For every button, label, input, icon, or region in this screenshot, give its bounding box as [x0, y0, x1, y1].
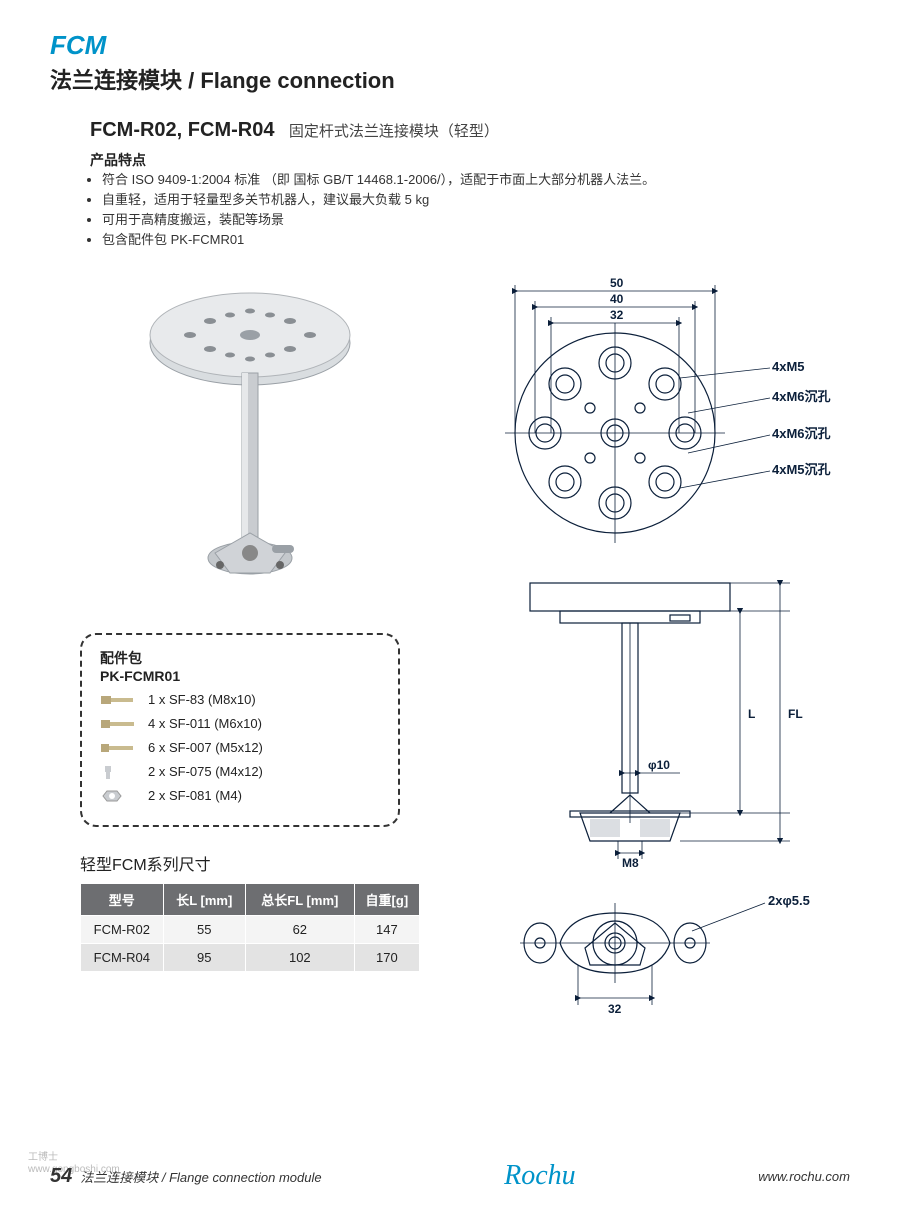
- svg-text:4xM6沉孔: 4xM6沉孔: [772, 426, 831, 441]
- product-render: [50, 263, 450, 623]
- svg-text:50: 50: [610, 276, 624, 290]
- accessory-item: 2 x SF-081 (M4): [100, 787, 380, 805]
- accessories-title: 配件包: [100, 649, 380, 667]
- brand-logo: Rochu: [504, 1160, 576, 1192]
- table-row: FCM-R02 55 62 147: [81, 915, 420, 943]
- size-table-title: 轻型FCM系列尺寸: [80, 851, 450, 875]
- table-cell: 102: [245, 943, 354, 971]
- accessory-label: 1 x SF-83 (M8x10): [148, 692, 256, 707]
- table-header: 长L [mm]: [163, 883, 245, 915]
- svg-text:L: L: [748, 707, 755, 721]
- size-table: 型号 长L [mm] 总长FL [mm] 自重[g] FCM-R02 55 62…: [80, 883, 420, 972]
- bolt-icon: [100, 715, 136, 733]
- accessory-item: 4 x SF-011 (M6x10): [100, 715, 380, 733]
- product-code: FCM-R02, FCM-R04: [90, 119, 274, 141]
- svg-text:4xM5沉孔: 4xM5沉孔: [772, 462, 831, 477]
- bolt-icon: [100, 763, 136, 781]
- accessory-item: 1 x SF-83 (M8x10): [100, 691, 380, 709]
- features-list: 符合 ISO 9409-1:2004 标准 （即 国标 GB/T 14468.1…: [102, 170, 850, 251]
- side-view-diagram: L FL φ10 M8: [470, 563, 850, 883]
- accessory-label: 6 x SF-007 (M5x12): [148, 740, 263, 755]
- table-header: 总长FL [mm]: [245, 883, 354, 915]
- header-code: FCM: [50, 30, 850, 61]
- bolt-icon: [100, 691, 136, 709]
- table-cell: FCM-R02: [81, 915, 164, 943]
- svg-text:2xφ5.5: 2xφ5.5: [768, 893, 810, 908]
- features-heading: 产品特点: [90, 150, 850, 170]
- page-footer: 54 法兰连接模块 / Flange connection module Roc…: [0, 1160, 900, 1192]
- table-row: FCM-R04 95 102 170: [81, 943, 420, 971]
- product-title: FCM-R02, FCM-R04 固定杆式法兰连接模块（轻型）: [90, 119, 850, 142]
- accessory-item: 6 x SF-007 (M5x12): [100, 739, 380, 757]
- accessory-item: 2 x SF-075 (M4x12): [100, 763, 380, 781]
- svg-text:4xM6沉孔: 4xM6沉孔: [772, 389, 831, 404]
- feature-item: 可用于高精度搬运，装配等场景: [102, 210, 850, 230]
- svg-text:4xM5: 4xM5: [772, 359, 805, 374]
- table-header: 自重[g]: [354, 883, 419, 915]
- table-cell: 62: [245, 915, 354, 943]
- feature-item: 包含配件包 PK-FCMR01: [102, 230, 850, 250]
- top-view-diagram: 50 40 32: [470, 263, 850, 563]
- accessory-label: 2 x SF-081 (M4): [148, 788, 242, 803]
- svg-text:32: 32: [608, 1002, 622, 1016]
- table-header: 型号: [81, 883, 164, 915]
- accessory-label: 2 x SF-075 (M4x12): [148, 764, 263, 779]
- table-cell: FCM-R04: [81, 943, 164, 971]
- svg-text:40: 40: [610, 292, 624, 306]
- bolt-icon: [100, 739, 136, 757]
- table-cell: 170: [354, 943, 419, 971]
- svg-text:FL: FL: [788, 707, 803, 721]
- accessories-code: PK-FCMR01: [100, 667, 380, 685]
- table-cell: 147: [354, 915, 419, 943]
- feature-item: 符合 ISO 9409-1:2004 标准 （即 国标 GB/T 14468.1…: [102, 170, 850, 190]
- footer-url: www.rochu.com: [758, 1169, 850, 1184]
- accessory-label: 4 x SF-011 (M6x10): [148, 716, 262, 731]
- feature-item: 自重轻，适用于轻量型多关节机器人，建议最大负载 5 kg: [102, 190, 850, 210]
- accessories-box: 配件包 PK-FCMR01 1 x SF-83 (M8x10) 4 x SF-0…: [80, 633, 400, 827]
- page-number: 54: [50, 1165, 72, 1188]
- svg-text:32: 32: [610, 308, 624, 322]
- product-desc: 固定杆式法兰连接模块（轻型）: [289, 123, 499, 140]
- svg-text:φ10: φ10: [648, 758, 670, 772]
- header-title: 法兰连接模块 / Flange connection: [50, 63, 850, 95]
- bottom-view-diagram: 2xφ5.5 32: [470, 883, 850, 1033]
- svg-text:M8: M8: [622, 856, 639, 870]
- footer-text: 法兰连接模块 / Flange connection module: [80, 1167, 321, 1186]
- nut-icon: [100, 787, 136, 805]
- table-cell: 95: [163, 943, 245, 971]
- table-cell: 55: [163, 915, 245, 943]
